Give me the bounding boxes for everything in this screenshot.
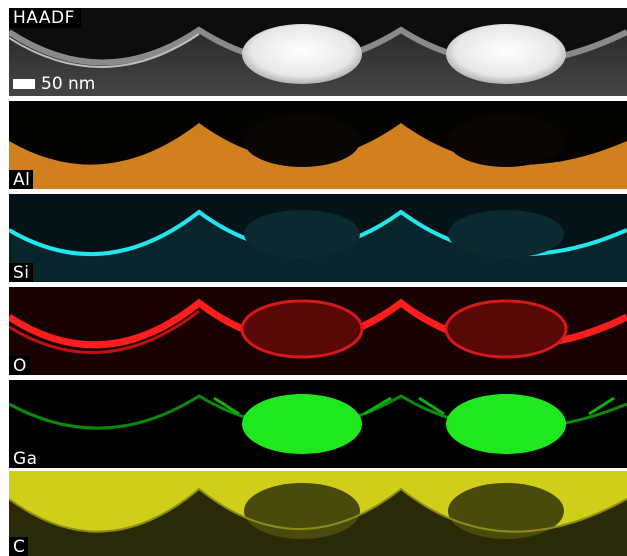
scale-bar-label: 50 nm: [41, 74, 96, 94]
panel-ga: Ga: [9, 380, 627, 468]
panel-c: C: [9, 471, 627, 556]
haadf-image: [9, 8, 627, 96]
panel-o: O: [9, 287, 627, 375]
al-map-image: [9, 101, 627, 189]
panel-haadf: HAADF 50 nm: [9, 8, 627, 96]
panel-si: Si: [9, 194, 627, 282]
o-map-image: [9, 287, 627, 375]
panel-label-c: C: [9, 537, 29, 556]
c-map-image: [9, 471, 627, 556]
panel-label-ga: Ga: [9, 449, 41, 468]
scale-bar-rect: [13, 79, 35, 89]
panel-label-o: O: [9, 356, 30, 375]
panel-label-al: Al: [9, 170, 34, 189]
panel-label-si: Si: [9, 263, 33, 282]
scale-bar: 50 nm: [13, 74, 96, 94]
panel-label-haadf: HAADF: [9, 8, 81, 28]
panel-al: Al: [9, 101, 627, 189]
ga-map-image: [9, 380, 627, 468]
si-map-image: [9, 194, 627, 282]
